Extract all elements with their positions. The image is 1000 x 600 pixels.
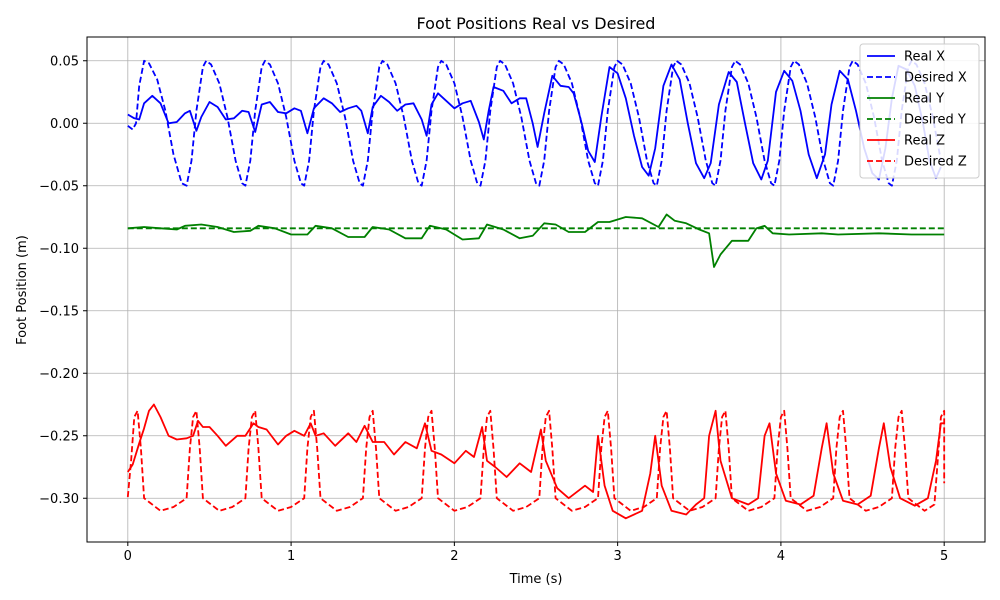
legend-label: Real Y [904,92,944,107]
x-axis: 0 1 2 3 4 5 [124,542,948,564]
legend-label: Desired Z [904,155,967,170]
x-tick-label: 2 [450,549,458,564]
series-group [126,59,946,520]
x-tick-label: 3 [613,549,621,564]
legend-label: Desired X [904,71,967,86]
series-line-real-x [127,63,942,181]
x-tick-label: 0 [124,549,132,564]
y-tick-label: 0.05 [50,54,79,69]
legend: Real X Desired X Real Y Desired Y Real Z Desi… [859,43,980,179]
y-tick-label: −0.20 [39,367,79,382]
y-tick-label: 0.00 [50,117,79,132]
series-line-desired-x [127,59,942,187]
legend-label: Real X [904,50,945,65]
x-tick-label: 1 [287,549,295,564]
x-tick-label: 4 [777,549,785,564]
y-tick-label: −0.15 [39,304,79,319]
y-tick-label: −0.25 [39,429,79,444]
legend-label: Real Z [904,134,945,149]
y-tick-label: −0.30 [39,492,79,507]
y-tick-label: −0.05 [39,179,79,194]
y-tick-label: −0.10 [39,242,79,257]
y-axis-label: Foot Position (m) [15,235,30,345]
legend-label: Desired Y [904,113,966,128]
y-axis: 0.05 0.00 −0.05 −0.10 −0.15 −0.20 −0.25 −0.30 [39,54,87,507]
x-tick-label: 5 [940,549,948,564]
x-axis-label: Time (s) [509,572,563,587]
series-line-real-y [127,213,945,268]
chart-title: Foot Positions Real vs Desired [417,14,656,33]
plot-frame [86,36,986,543]
series-line-desired-z [126,409,946,512]
grid [87,37,985,542]
series-line-real-z [127,403,945,520]
